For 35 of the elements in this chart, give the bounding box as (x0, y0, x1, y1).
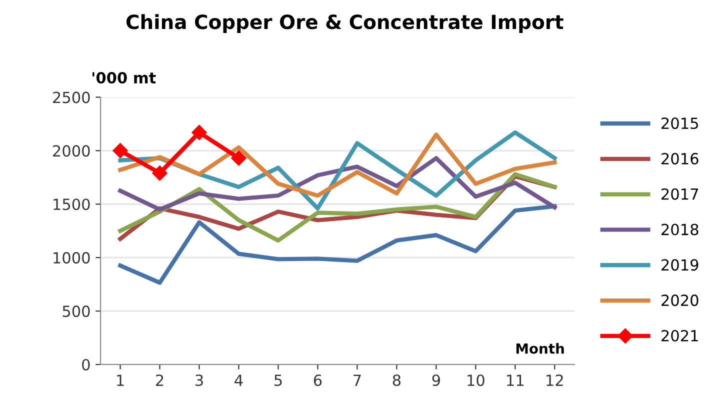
y-tick-label: 500 (62, 306, 90, 318)
point (231, 150, 246, 166)
line-series (118, 132, 557, 198)
legend-label: 2017 (662, 188, 698, 200)
y-axis-title: '000 mt (92, 72, 156, 84)
x-tick-label: 5 (274, 374, 282, 386)
legend-label: 2020 (662, 294, 698, 306)
x-tick-label: 11 (507, 374, 524, 386)
x-tick-label: 10 (468, 374, 484, 386)
x-tick-label: 2 (156, 374, 164, 386)
x-tick-label: 8 (392, 374, 401, 386)
legend-label: 2016 (662, 152, 698, 164)
x-tick-label: 7 (354, 374, 361, 386)
line-series (118, 204, 557, 285)
point (112, 143, 128, 158)
x-tick-label: 6 (314, 374, 322, 386)
line-series (118, 156, 557, 212)
x-tick-label: 4 (234, 374, 243, 386)
y-tick-label: 0 (82, 358, 90, 371)
x-tick-label: 1 (117, 374, 124, 386)
y-tick-label: 1500 (54, 198, 90, 210)
point (192, 124, 207, 140)
y-tick-label: 2000 (53, 145, 90, 157)
y-tick-label: 2500 (53, 92, 90, 104)
legend-label: 2021 (662, 330, 698, 342)
chart-title: China Copper Ore & Concentrate Import (126, 14, 564, 33)
legend-label: 2019 (662, 259, 698, 271)
legend-label: 2015 (662, 117, 698, 130)
legend-label: 2018 (662, 224, 698, 236)
point (152, 166, 168, 181)
y-tick-label: 1000 (54, 252, 90, 264)
x-tick-label: 3 (196, 374, 203, 386)
x-tick-label: 9 (432, 374, 440, 386)
x-tick-label: 12 (546, 374, 563, 386)
x-axis-title: Month (516, 343, 564, 354)
